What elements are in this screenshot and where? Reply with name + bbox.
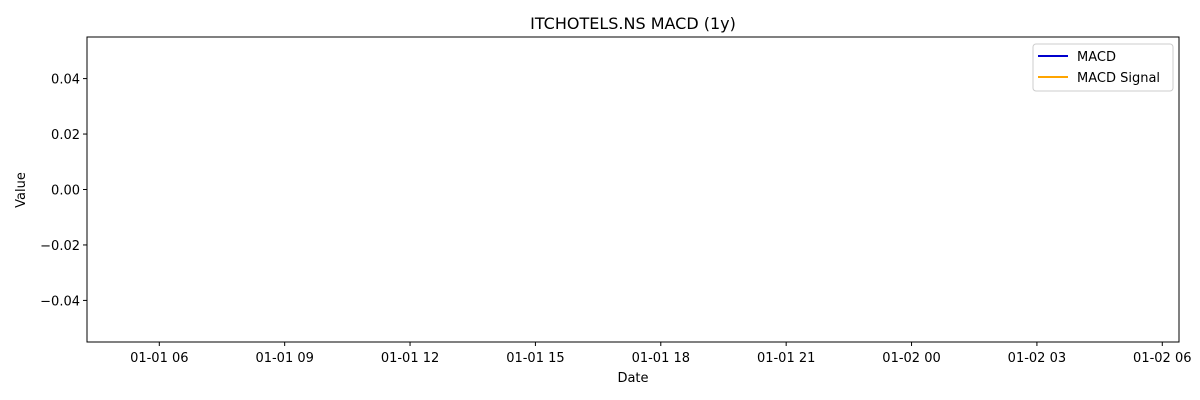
x-tick-label: 01-01 09 (255, 351, 313, 366)
x-tick-label: 01-01 12 (381, 351, 439, 366)
legend-label-macd-signal: MACD Signal (1077, 71, 1160, 86)
y-tick-label: 0.00 (51, 184, 80, 199)
y-tick-label: 0.04 (51, 73, 80, 88)
x-tick-label: 01-02 00 (882, 351, 940, 366)
legend-label-macd: MACD (1077, 50, 1116, 65)
x-tick-label: 01-01 15 (506, 351, 564, 366)
y-tick-label: −0.02 (40, 239, 80, 254)
x-tick-label: 01-01 21 (757, 351, 815, 366)
y-axis-title: Value (14, 172, 29, 208)
x-axis: 01-01 06 01-01 09 01-01 12 01-01 15 01-01 18… (130, 342, 1192, 366)
x-tick-label: 01-02 03 (1008, 351, 1066, 366)
x-axis-title: Date (617, 371, 648, 386)
x-tick-label: 01-02 06 (1133, 351, 1191, 366)
x-tick-label: 01-01 06 (130, 351, 188, 366)
y-tick-label: −0.04 (40, 294, 80, 309)
chart-title: ITCHOTELS.NS MACD (1y) (530, 14, 736, 33)
y-axis: 0.04 0.02 0.00 −0.02 −0.04 (40, 73, 87, 309)
plot-area (86, 36, 1180, 343)
y-tick-label: 0.02 (51, 128, 80, 143)
x-tick-label: 01-01 18 (632, 351, 690, 366)
legend: MACD MACD Signal (1032, 43, 1174, 92)
